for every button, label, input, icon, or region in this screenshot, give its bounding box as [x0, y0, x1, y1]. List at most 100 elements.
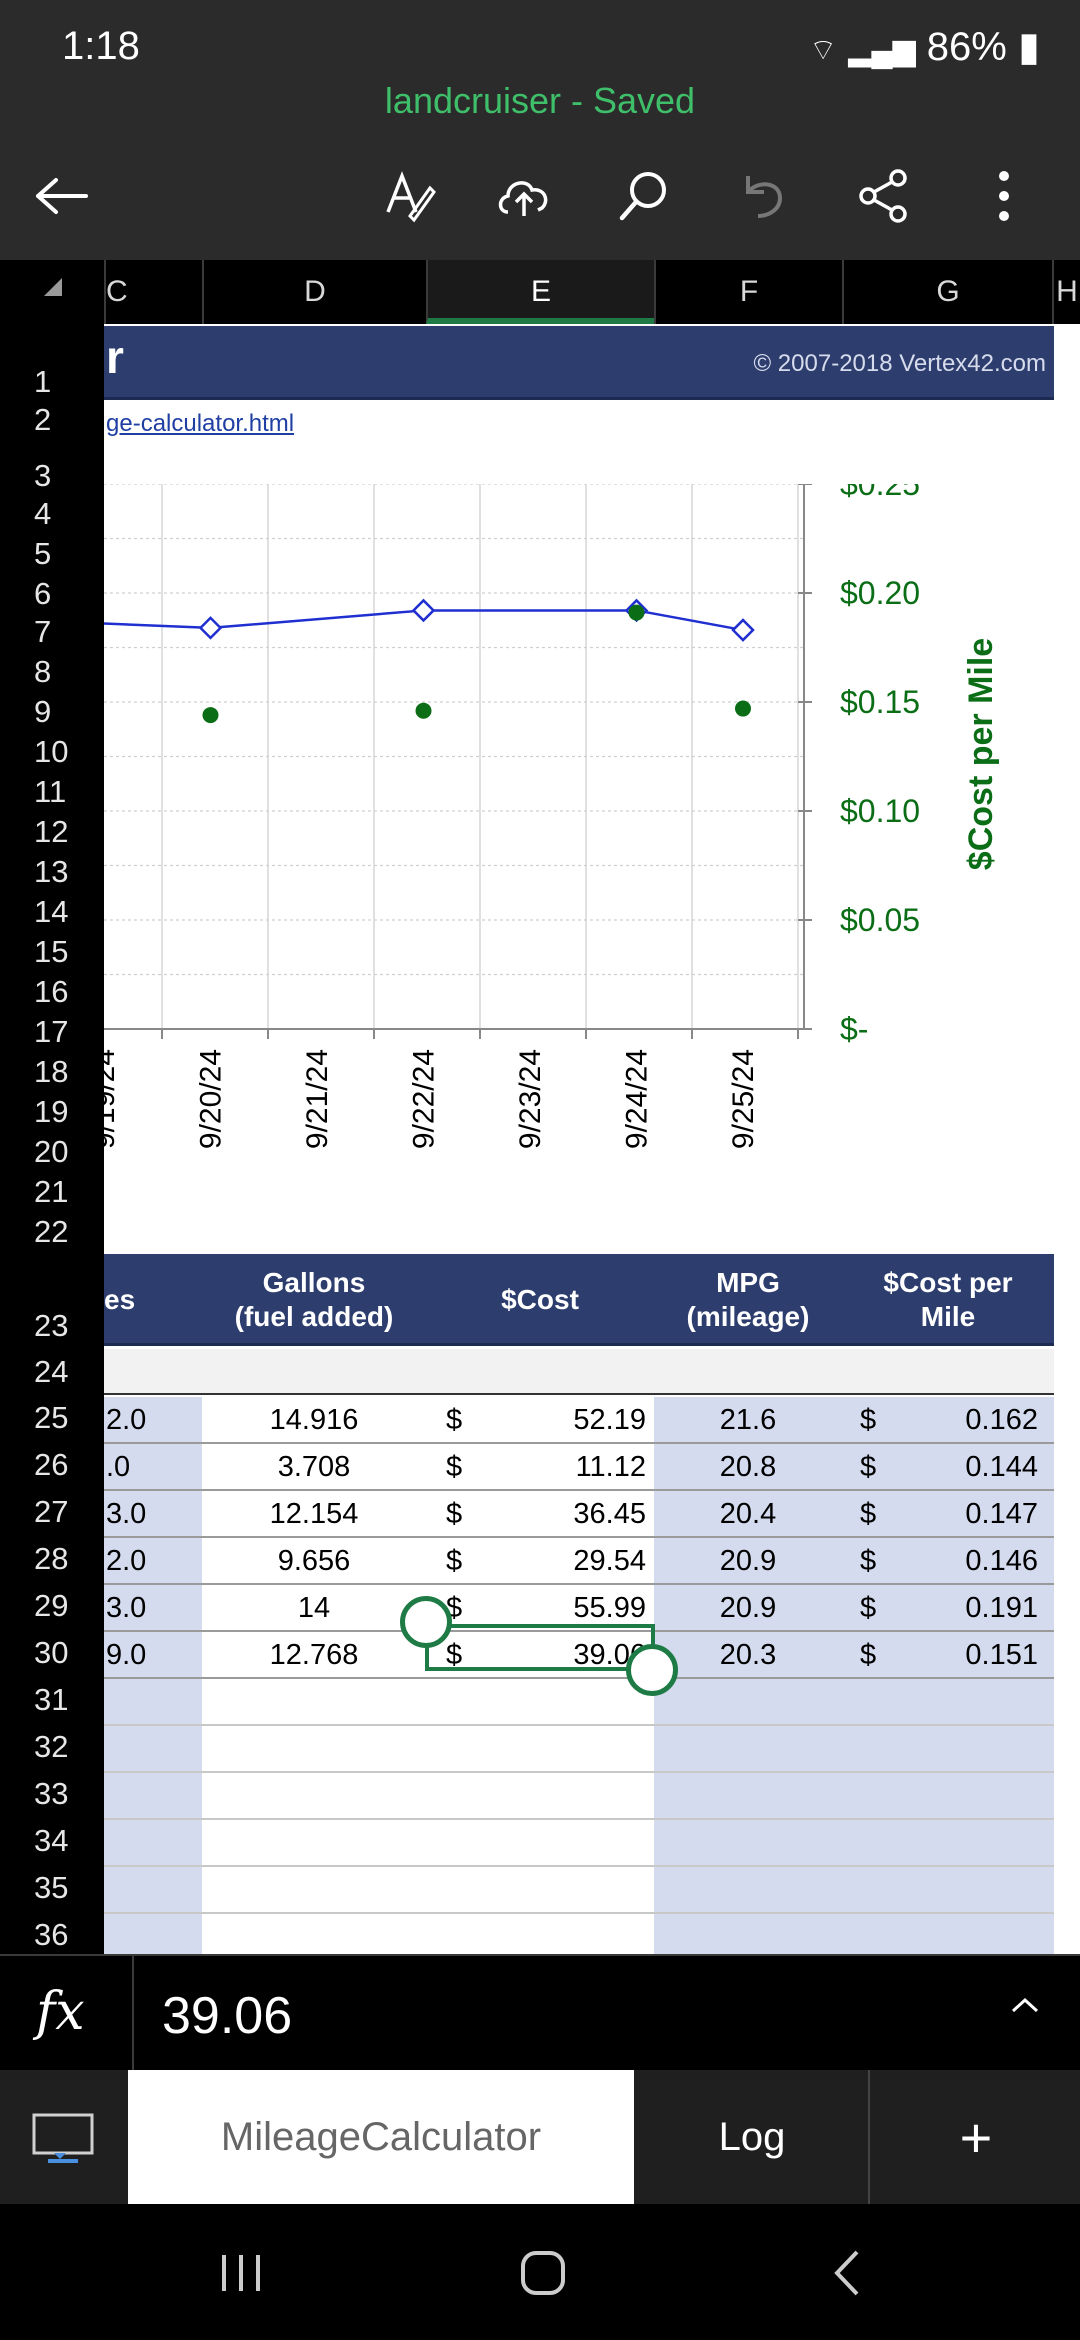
sheet-list-icon[interactable] — [0, 2070, 126, 2204]
empty-row[interactable] — [104, 1726, 1054, 1773]
row-header[interactable]: 22 — [34, 1214, 69, 1249]
row-header[interactable]: 18 — [34, 1054, 69, 1089]
selected-cell-outline[interactable] — [425, 1624, 655, 1671]
row-header[interactable]: 19 — [34, 1094, 69, 1129]
cell-cost-per-mile[interactable]: 0.151 — [965, 1639, 1038, 1671]
select-all-corner[interactable] — [0, 260, 104, 324]
row-header[interactable]: 3 — [34, 458, 52, 493]
cell-gallons[interactable]: 9.656 — [277, 1545, 351, 1577]
signal-icon: ▂▄▆ — [848, 34, 916, 67]
cell-cost[interactable]: 11.12 — [575, 1451, 646, 1483]
cell-gallons[interactable]: 3.708 — [277, 1451, 351, 1483]
cell-cost[interactable]: 29.54 — [573, 1545, 646, 1577]
cell-cost-per-mile[interactable]: 0.144 — [965, 1451, 1038, 1483]
row-header[interactable]: 34 — [34, 1823, 69, 1858]
back-icon[interactable] — [812, 2238, 882, 2308]
row-header[interactable]: 36 — [34, 1917, 69, 1952]
cell-mpg[interactable]: 20.9 — [719, 1545, 777, 1577]
cell-mpg[interactable]: 20.3 — [719, 1639, 777, 1671]
recents-icon[interactable] — [206, 2238, 276, 2308]
cell-miles[interactable]: 9.0 — [106, 1639, 147, 1671]
calculator-link[interactable]: ge-calculator.html — [106, 410, 295, 437]
empty-row[interactable] — [104, 1820, 1054, 1867]
cell-miles[interactable]: 3.0 — [106, 1592, 147, 1624]
row-header[interactable]: 29 — [34, 1588, 69, 1623]
row-header[interactable]: 24 — [34, 1354, 69, 1389]
cell-gallons[interactable]: 12.154 — [269, 1498, 359, 1530]
row-header[interactable]: 13 — [34, 854, 69, 889]
row-header[interactable]: 9 — [34, 694, 52, 729]
draw-pen-icon[interactable] — [376, 164, 440, 228]
row-header[interactable]: 28 — [34, 1541, 69, 1576]
cell-miles[interactable]: 2.0 — [106, 1404, 147, 1436]
row-header[interactable]: 14 — [34, 894, 69, 929]
cell-gallons[interactable]: 12.768 — [269, 1639, 359, 1671]
cell-miles[interactable]: 2.0 — [106, 1545, 147, 1577]
cell-mpg[interactable]: 20.9 — [719, 1592, 777, 1624]
row-header[interactable]: 1 — [34, 364, 52, 399]
cell-cost[interactable]: 52.19 — [573, 1404, 646, 1436]
row-header[interactable]: 23 — [34, 1308, 69, 1343]
tab-log[interactable]: Log — [636, 2070, 870, 2204]
cell-mpg[interactable]: 21.6 — [719, 1404, 777, 1436]
selection-handle-end[interactable] — [626, 1644, 678, 1696]
row-header[interactable]: 10 — [34, 734, 69, 769]
row-header[interactable]: 31 — [34, 1682, 69, 1717]
add-sheet-button[interactable]: + — [959, 2105, 993, 2169]
cell-cost-per-mile[interactable]: 0.147 — [965, 1498, 1038, 1530]
empty-row[interactable] — [104, 1773, 1054, 1820]
row-header[interactable]: 21 — [34, 1174, 69, 1209]
row-header[interactable]: 7 — [34, 614, 52, 649]
spreadsheet-grid[interactable]: r © 2007-2018 Vertex42.com ge-calculator… — [104, 324, 1080, 1954]
row-header[interactable]: 20 — [34, 1134, 69, 1169]
row-header[interactable]: 11 — [34, 774, 67, 809]
selection-handle-start[interactable] — [400, 1596, 452, 1648]
cell-cost-per-mile[interactable]: 0.146 — [965, 1545, 1038, 1577]
row-header[interactable]: 6 — [34, 576, 52, 611]
row-header[interactable]: 8 — [34, 654, 52, 689]
cell-cost[interactable]: 55.99 — [573, 1592, 646, 1624]
cell-mpg[interactable]: 20.8 — [719, 1451, 777, 1483]
chevron-up-icon[interactable] — [1010, 1996, 1040, 2019]
cell-cost-per-mile[interactable]: 0.191 — [965, 1592, 1038, 1624]
row-header[interactable]: 32 — [34, 1729, 69, 1764]
row-header[interactable]: 15 — [34, 934, 69, 969]
row-header[interactable]: 26 — [34, 1447, 69, 1482]
row-header[interactable]: 35 — [34, 1870, 69, 1905]
more-vertical-icon[interactable] — [972, 164, 1036, 228]
undo-icon[interactable] — [730, 164, 794, 228]
cell-gallons[interactable]: 14 — [297, 1592, 331, 1624]
tab-mileage-calculator[interactable]: MileageCalculator — [128, 2070, 634, 2204]
row-header[interactable]: 2 — [34, 402, 52, 437]
search-icon[interactable] — [612, 164, 676, 228]
column-header-f[interactable]: F — [654, 260, 842, 324]
home-icon[interactable] — [508, 2238, 578, 2308]
row-header[interactable]: 16 — [34, 974, 69, 1009]
share-icon[interactable] — [852, 164, 916, 228]
row-header[interactable]: 12 — [34, 814, 69, 849]
cloud-upload-icon[interactable] — [492, 164, 556, 228]
row-header[interactable]: 33 — [34, 1776, 69, 1811]
cell-cost-per-mile[interactable]: 0.162 — [965, 1404, 1038, 1436]
row-header[interactable]: 17 — [34, 1014, 69, 1049]
row-header[interactable]: 5 — [34, 536, 52, 571]
cell-mpg[interactable]: 20.4 — [719, 1498, 777, 1530]
back-arrow-icon[interactable] — [30, 164, 94, 228]
column-header-e[interactable]: E — [426, 260, 654, 324]
empty-row[interactable] — [104, 1679, 1054, 1726]
cell-cost[interactable]: 36.45 — [573, 1498, 646, 1530]
cell-miles[interactable]: .0 — [106, 1451, 131, 1483]
row-header[interactable]: 4 — [34, 496, 52, 531]
row-header[interactable]: 27 — [34, 1494, 69, 1529]
cell-gallons[interactable]: 14.916 — [269, 1404, 359, 1436]
empty-row[interactable] — [104, 1867, 1054, 1914]
column-header-g[interactable]: G — [842, 260, 1052, 324]
formula-input[interactable]: 39.06 — [162, 1987, 293, 2045]
y2-tick-label: $0.05 — [840, 902, 920, 938]
column-header-h[interactable]: H — [1052, 260, 1080, 324]
row-header[interactable]: 25 — [34, 1400, 69, 1435]
column-header-c[interactable]: C — [104, 260, 202, 324]
column-header-d[interactable]: D — [202, 260, 426, 324]
cell-miles[interactable]: 3.0 — [106, 1498, 147, 1530]
row-header[interactable]: 30 — [34, 1635, 69, 1670]
